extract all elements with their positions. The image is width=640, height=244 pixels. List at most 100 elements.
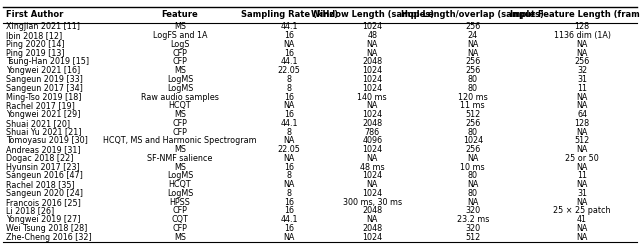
Text: Francois 2016 [25]: Francois 2016 [25] bbox=[6, 198, 81, 207]
Text: CFP: CFP bbox=[173, 58, 188, 66]
Text: NA: NA bbox=[284, 101, 295, 110]
Text: CFP: CFP bbox=[173, 119, 188, 128]
Text: Raw audio samples: Raw audio samples bbox=[141, 92, 219, 102]
Text: NA: NA bbox=[577, 233, 588, 242]
Text: Ping 2020 [14]: Ping 2020 [14] bbox=[6, 40, 65, 49]
Text: 80: 80 bbox=[468, 84, 477, 93]
Text: 25 or 50: 25 or 50 bbox=[565, 154, 599, 163]
Text: 11 ms: 11 ms bbox=[460, 101, 485, 110]
Text: MS: MS bbox=[174, 233, 186, 242]
Text: 22.05: 22.05 bbox=[278, 145, 301, 154]
Text: LogMS: LogMS bbox=[167, 171, 193, 180]
Text: MS: MS bbox=[174, 163, 186, 172]
Text: NA: NA bbox=[467, 180, 479, 189]
Text: 64: 64 bbox=[577, 110, 587, 119]
Text: 1024: 1024 bbox=[362, 66, 382, 75]
Text: 44.1: 44.1 bbox=[280, 119, 298, 128]
Text: 1024: 1024 bbox=[362, 75, 382, 84]
Text: Sangeun 2020 [24]: Sangeun 2020 [24] bbox=[6, 189, 83, 198]
Text: 25 × 25 patch: 25 × 25 patch bbox=[554, 206, 611, 215]
Text: NA: NA bbox=[467, 40, 479, 49]
Text: SF-NMF salience: SF-NMF salience bbox=[147, 154, 212, 163]
Text: NA: NA bbox=[284, 136, 295, 145]
Text: 22.05: 22.05 bbox=[278, 66, 301, 75]
Text: 1024: 1024 bbox=[362, 22, 382, 31]
Text: 320: 320 bbox=[465, 224, 480, 233]
Text: NA: NA bbox=[367, 215, 378, 224]
Text: Zhe-Cheng 2016 [32]: Zhe-Cheng 2016 [32] bbox=[6, 233, 92, 242]
Text: NA: NA bbox=[367, 101, 378, 110]
Text: Ibin 2018 [12]: Ibin 2018 [12] bbox=[6, 31, 62, 40]
Text: CFP: CFP bbox=[173, 49, 188, 58]
Text: Sangeun 2016 [47]: Sangeun 2016 [47] bbox=[6, 171, 83, 180]
Text: 11: 11 bbox=[577, 84, 587, 93]
Text: 2048: 2048 bbox=[362, 224, 382, 233]
Text: NA: NA bbox=[577, 49, 588, 58]
Text: 80: 80 bbox=[468, 128, 477, 137]
Text: Andreas 2019 [31]: Andreas 2019 [31] bbox=[6, 145, 81, 154]
Text: 31: 31 bbox=[577, 189, 587, 198]
Text: Ming-Tso 2019 [18]: Ming-Tso 2019 [18] bbox=[6, 92, 81, 102]
Text: NA: NA bbox=[577, 40, 588, 49]
Text: 256: 256 bbox=[465, 66, 481, 75]
Text: NA: NA bbox=[284, 154, 295, 163]
Text: 48 ms: 48 ms bbox=[360, 163, 385, 172]
Text: MS: MS bbox=[174, 22, 186, 31]
Text: 320: 320 bbox=[465, 206, 480, 215]
Text: NA: NA bbox=[577, 92, 588, 102]
Text: Ping 2019 [13]: Ping 2019 [13] bbox=[6, 49, 65, 58]
Text: 256: 256 bbox=[465, 145, 481, 154]
Text: NA: NA bbox=[577, 198, 588, 207]
Text: MS: MS bbox=[174, 110, 186, 119]
Text: 1024: 1024 bbox=[463, 136, 483, 145]
Text: Dogac 2018 [22]: Dogac 2018 [22] bbox=[6, 154, 73, 163]
Text: Xingjian 2021 [11]: Xingjian 2021 [11] bbox=[6, 22, 80, 31]
Text: Yongwei 2021 [29]: Yongwei 2021 [29] bbox=[6, 110, 80, 119]
Text: First Author: First Author bbox=[6, 10, 63, 20]
Text: Li 2018 [26]: Li 2018 [26] bbox=[6, 206, 54, 215]
Text: HCQT, MS and Harmonic Spectrogram: HCQT, MS and Harmonic Spectrogram bbox=[103, 136, 257, 145]
Text: 16: 16 bbox=[284, 31, 294, 40]
Text: 256: 256 bbox=[465, 119, 481, 128]
Text: Rachel 2017 [19]: Rachel 2017 [19] bbox=[6, 101, 75, 110]
Text: 512: 512 bbox=[465, 110, 481, 119]
Text: 44.1: 44.1 bbox=[280, 58, 298, 66]
Text: NA: NA bbox=[467, 49, 479, 58]
Text: CFP: CFP bbox=[173, 128, 188, 137]
Text: MS: MS bbox=[174, 66, 186, 75]
Text: NA: NA bbox=[577, 101, 588, 110]
Text: 8: 8 bbox=[287, 128, 292, 137]
Text: 16: 16 bbox=[284, 110, 294, 119]
Text: 16: 16 bbox=[284, 224, 294, 233]
Text: CQT: CQT bbox=[172, 215, 188, 224]
Text: Yongwei 2019 [27]: Yongwei 2019 [27] bbox=[6, 215, 80, 224]
Text: NA: NA bbox=[367, 180, 378, 189]
Text: 8: 8 bbox=[287, 75, 292, 84]
Text: Tsung-Han 2019 [15]: Tsung-Han 2019 [15] bbox=[6, 58, 89, 66]
Text: Shuai Yu 2021 [21]: Shuai Yu 2021 [21] bbox=[6, 128, 81, 137]
Text: 11: 11 bbox=[577, 171, 587, 180]
Text: 8: 8 bbox=[287, 84, 292, 93]
Text: Window Length (samples): Window Length (samples) bbox=[310, 10, 434, 20]
Text: 41: 41 bbox=[577, 215, 587, 224]
Text: 48: 48 bbox=[367, 31, 377, 40]
Text: 16: 16 bbox=[284, 206, 294, 215]
Text: 512: 512 bbox=[465, 233, 481, 242]
Text: NA: NA bbox=[577, 128, 588, 137]
Text: 786: 786 bbox=[365, 128, 380, 137]
Text: 44.1: 44.1 bbox=[280, 215, 298, 224]
Text: 2048: 2048 bbox=[362, 206, 382, 215]
Text: 300 ms, 30 ms: 300 ms, 30 ms bbox=[342, 198, 402, 207]
Text: HCQT: HCQT bbox=[168, 180, 191, 189]
Text: Feature: Feature bbox=[161, 10, 198, 20]
Text: 10 ms: 10 ms bbox=[460, 163, 485, 172]
Text: 1136 dim (1A): 1136 dim (1A) bbox=[554, 31, 611, 40]
Text: 128: 128 bbox=[575, 119, 589, 128]
Text: 16: 16 bbox=[284, 49, 294, 58]
Text: 256: 256 bbox=[465, 58, 481, 66]
Text: HCQT: HCQT bbox=[168, 101, 191, 110]
Text: 16: 16 bbox=[284, 92, 294, 102]
Text: 31: 31 bbox=[577, 75, 587, 84]
Text: NA: NA bbox=[367, 154, 378, 163]
Text: CFP: CFP bbox=[173, 206, 188, 215]
